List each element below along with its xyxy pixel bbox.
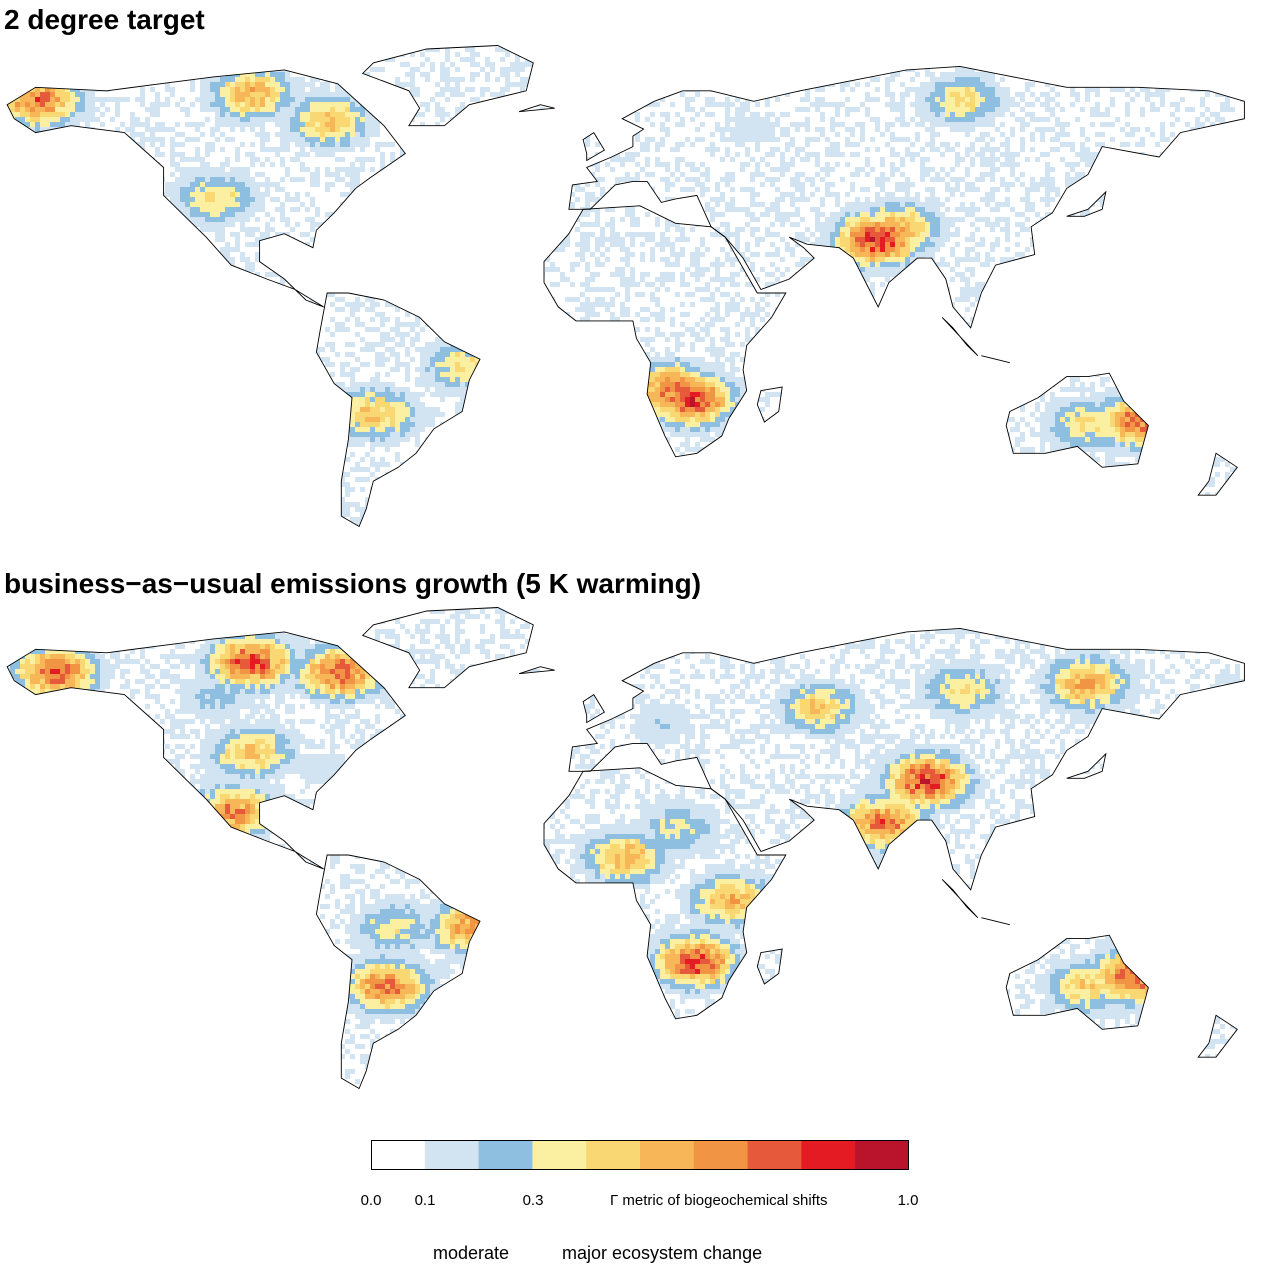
legend-tick-0-0: 0.0 <box>361 1192 382 1210</box>
legend-tick-1-0: 1.0 <box>898 1192 919 1210</box>
panel-title-business-as-usual: business−as−usual emissions growth (5 K … <box>4 568 701 600</box>
coastline-5 <box>1005 372 1149 468</box>
legend-tick-0-1: 0.1 <box>415 1192 436 1210</box>
coastline-11 <box>1197 452 1238 496</box>
coastline-2 <box>361 45 534 127</box>
legend-caption: Γ metric of biogeochemical shifts <box>610 1192 828 1210</box>
coastline-4 <box>543 205 787 458</box>
coastline-1 <box>315 292 481 528</box>
gamma-field <box>7 607 1245 1089</box>
coastline-0 <box>6 69 406 308</box>
map-2-degree-target <box>6 45 1245 528</box>
colorbar-legend <box>371 1140 909 1170</box>
label-major-ecosystem-change: major ecosystem change <box>562 1242 762 1264</box>
label-moderate: moderate <box>433 1242 509 1264</box>
legend-bin-6 <box>693 1140 749 1170</box>
panel-title-2-degree: 2 degree target <box>4 4 205 36</box>
coastline-8 <box>981 917 1010 926</box>
coastline-2 <box>361 607 534 689</box>
coastline-12 <box>518 104 555 113</box>
legend-border <box>371 1140 909 1170</box>
legend-bin-9 <box>855 1140 909 1170</box>
coastline-3 <box>568 65 1245 329</box>
coastline-5 <box>1005 934 1149 1030</box>
legend-bin-4 <box>586 1140 641 1170</box>
coastline-0 <box>6 631 406 870</box>
coastline-4 <box>543 767 787 1020</box>
legend-tick-0-3: 0.3 <box>523 1192 544 1210</box>
gamma-field <box>7 45 1245 527</box>
legend-bin-8 <box>801 1140 856 1170</box>
coastline-12 <box>518 666 555 675</box>
coastline-10 <box>582 693 606 724</box>
coastline-7 <box>941 879 979 919</box>
coastline-9 <box>1066 752 1107 779</box>
legend-bin-0 <box>371 1140 426 1170</box>
coastline-6 <box>756 948 783 985</box>
coastline-10 <box>582 131 606 162</box>
legend-bin-2 <box>478 1140 533 1170</box>
coastline-3 <box>568 627 1245 891</box>
legend-bin-7 <box>747 1140 802 1170</box>
coastline-1 <box>315 854 481 1090</box>
legend-bin-1 <box>424 1140 480 1170</box>
coastline-8 <box>981 355 1010 364</box>
coastline-6 <box>756 386 783 423</box>
legend-bin-3 <box>532 1140 587 1170</box>
coastline-11 <box>1197 1014 1238 1058</box>
coastline-7 <box>941 317 979 357</box>
map-business-as-usual <box>6 607 1245 1090</box>
legend-bin-5 <box>640 1140 695 1170</box>
coastline-9 <box>1066 190 1107 217</box>
